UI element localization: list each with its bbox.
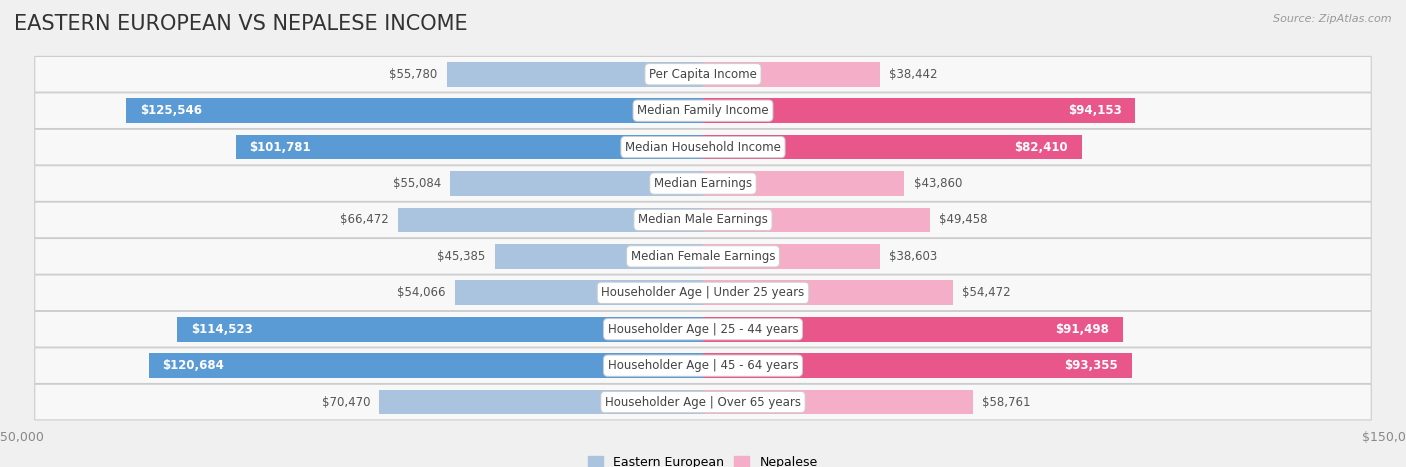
Text: $93,355: $93,355 bbox=[1064, 359, 1118, 372]
Bar bbox=[703, 353, 1132, 378]
Bar bbox=[703, 134, 1081, 160]
Text: $94,153: $94,153 bbox=[1069, 104, 1122, 117]
FancyBboxPatch shape bbox=[35, 57, 1371, 92]
Text: $101,781: $101,781 bbox=[249, 141, 311, 154]
FancyBboxPatch shape bbox=[35, 129, 1371, 165]
Text: $114,523: $114,523 bbox=[191, 323, 253, 336]
Text: $58,761: $58,761 bbox=[981, 396, 1031, 409]
Bar bbox=[450, 171, 703, 196]
Bar bbox=[703, 98, 1136, 123]
Bar bbox=[703, 62, 880, 87]
Text: Source: ZipAtlas.com: Source: ZipAtlas.com bbox=[1274, 14, 1392, 24]
FancyBboxPatch shape bbox=[35, 348, 1371, 383]
Bar bbox=[236, 134, 703, 160]
Text: $70,470: $70,470 bbox=[322, 396, 370, 409]
Text: $38,442: $38,442 bbox=[889, 68, 938, 81]
Bar bbox=[703, 207, 931, 233]
Text: Householder Age | 25 - 44 years: Householder Age | 25 - 44 years bbox=[607, 323, 799, 336]
Bar bbox=[703, 317, 1123, 342]
Text: $38,603: $38,603 bbox=[890, 250, 938, 263]
Text: $66,472: $66,472 bbox=[340, 213, 388, 226]
Bar bbox=[495, 244, 703, 269]
FancyBboxPatch shape bbox=[35, 384, 1371, 420]
Bar bbox=[703, 280, 953, 305]
Legend: Eastern European, Nepalese: Eastern European, Nepalese bbox=[588, 456, 818, 467]
Bar bbox=[177, 317, 703, 342]
Text: Median Household Income: Median Household Income bbox=[626, 141, 780, 154]
FancyBboxPatch shape bbox=[35, 311, 1371, 347]
Bar bbox=[149, 353, 703, 378]
Text: $120,684: $120,684 bbox=[163, 359, 225, 372]
Text: $43,860: $43,860 bbox=[914, 177, 962, 190]
Text: $55,084: $55,084 bbox=[392, 177, 441, 190]
Bar bbox=[703, 244, 880, 269]
Text: Median Male Earnings: Median Male Earnings bbox=[638, 213, 768, 226]
Text: EASTERN EUROPEAN VS NEPALESE INCOME: EASTERN EUROPEAN VS NEPALESE INCOME bbox=[14, 14, 468, 34]
Bar bbox=[703, 171, 904, 196]
FancyBboxPatch shape bbox=[35, 202, 1371, 238]
Text: $54,066: $54,066 bbox=[396, 286, 446, 299]
Text: Per Capita Income: Per Capita Income bbox=[650, 68, 756, 81]
Text: $55,780: $55,780 bbox=[389, 68, 437, 81]
Text: Householder Age | 45 - 64 years: Householder Age | 45 - 64 years bbox=[607, 359, 799, 372]
Text: $91,498: $91,498 bbox=[1056, 323, 1109, 336]
FancyBboxPatch shape bbox=[35, 93, 1371, 128]
Text: Median Earnings: Median Earnings bbox=[654, 177, 752, 190]
Text: Median Family Income: Median Family Income bbox=[637, 104, 769, 117]
Bar bbox=[703, 389, 973, 415]
Text: Householder Age | Over 65 years: Householder Age | Over 65 years bbox=[605, 396, 801, 409]
Text: Median Female Earnings: Median Female Earnings bbox=[631, 250, 775, 263]
Text: $45,385: $45,385 bbox=[437, 250, 485, 263]
Text: $49,458: $49,458 bbox=[939, 213, 988, 226]
Bar bbox=[380, 389, 703, 415]
Text: $82,410: $82,410 bbox=[1014, 141, 1067, 154]
FancyBboxPatch shape bbox=[35, 275, 1371, 311]
Text: $54,472: $54,472 bbox=[962, 286, 1011, 299]
FancyBboxPatch shape bbox=[35, 166, 1371, 201]
Bar bbox=[447, 62, 703, 87]
FancyBboxPatch shape bbox=[35, 239, 1371, 274]
Bar bbox=[398, 207, 703, 233]
Bar bbox=[127, 98, 703, 123]
Text: Householder Age | Under 25 years: Householder Age | Under 25 years bbox=[602, 286, 804, 299]
Text: $125,546: $125,546 bbox=[141, 104, 202, 117]
Bar bbox=[454, 280, 703, 305]
